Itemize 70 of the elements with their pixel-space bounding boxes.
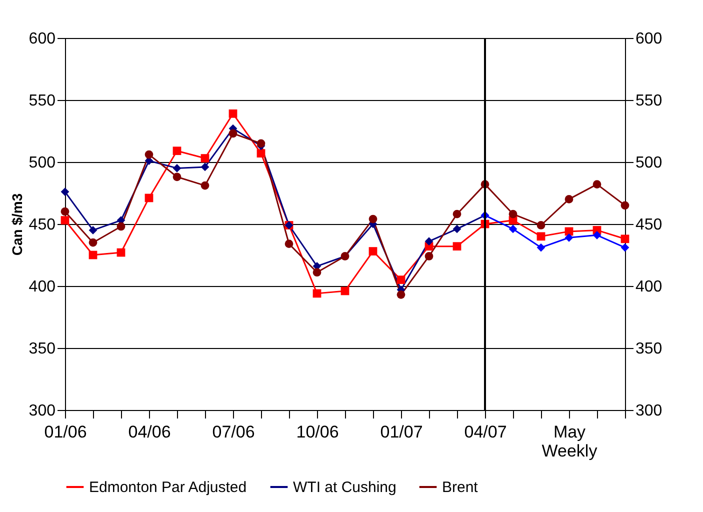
y2-tick-label: 500: [636, 154, 662, 172]
point: [620, 234, 630, 244]
y-axis-title: Can $/m3: [8, 193, 25, 256]
legend-label: Brent: [442, 479, 479, 496]
point: [144, 194, 154, 202]
point: [200, 162, 210, 172]
point: [60, 188, 70, 196]
legend-label: Edmonton Par Adjusted: [89, 479, 247, 496]
point: [536, 243, 546, 252]
point: [200, 181, 210, 190]
y2-tick-label: 300: [636, 402, 662, 420]
y-tick-label: 350: [28, 340, 56, 358]
point: [116, 248, 126, 257]
point: [172, 172, 182, 182]
point: [592, 230, 602, 240]
point: [452, 210, 462, 218]
point: [116, 222, 126, 231]
point: [620, 201, 630, 210]
point: [396, 290, 406, 299]
point: [452, 224, 462, 234]
point: [172, 164, 182, 172]
point: [256, 139, 266, 148]
point: [88, 238, 98, 247]
x-tick-label: 04/06: [128, 422, 171, 442]
point: [508, 210, 518, 218]
y2-tick-label: 350: [636, 340, 662, 358]
y-tick-label: 600: [28, 30, 56, 48]
point: [424, 252, 434, 260]
point: [424, 237, 434, 246]
point: [228, 109, 238, 118]
point: [284, 240, 294, 248]
point: [312, 268, 322, 277]
point: [60, 216, 70, 224]
x-tick-label: 01/07: [380, 422, 423, 442]
point: [312, 289, 322, 298]
point: [536, 232, 546, 241]
y-tick-label: 300: [28, 402, 56, 420]
point: [396, 276, 406, 284]
point: [536, 221, 546, 230]
y-tick-label: 450: [28, 216, 56, 234]
point: [508, 224, 518, 234]
x-tick-label: 10/06: [296, 422, 339, 442]
point: [620, 243, 630, 252]
point: [60, 207, 70, 216]
x-tick-label: 01/06: [44, 422, 87, 442]
point: [172, 146, 182, 156]
point: [368, 247, 378, 256]
legend-label: WTI at Cushing: [293, 479, 396, 496]
x-tick-label: May Weekly: [542, 422, 598, 460]
point: [564, 195, 574, 204]
point: [200, 154, 210, 162]
point: [88, 226, 98, 234]
point: [452, 242, 462, 251]
y-tick-label: 400: [28, 278, 56, 296]
x-tick-label: 04/07: [464, 422, 507, 442]
point: [88, 250, 98, 260]
point: [592, 180, 602, 188]
point: [564, 233, 574, 242]
y2-tick-label: 600: [636, 30, 662, 48]
point: [144, 150, 154, 159]
y2-tick-label: 450: [636, 216, 662, 234]
y-tick-label: 550: [28, 92, 56, 110]
x-tick-label: 07/06: [212, 422, 255, 442]
point: [256, 149, 266, 158]
point: [340, 286, 350, 296]
y-tick-label: 500: [28, 154, 56, 172]
y2-tick-label: 400: [636, 278, 662, 296]
point: [368, 214, 378, 224]
y2-tick-label: 550: [636, 92, 662, 110]
point: [228, 129, 238, 138]
